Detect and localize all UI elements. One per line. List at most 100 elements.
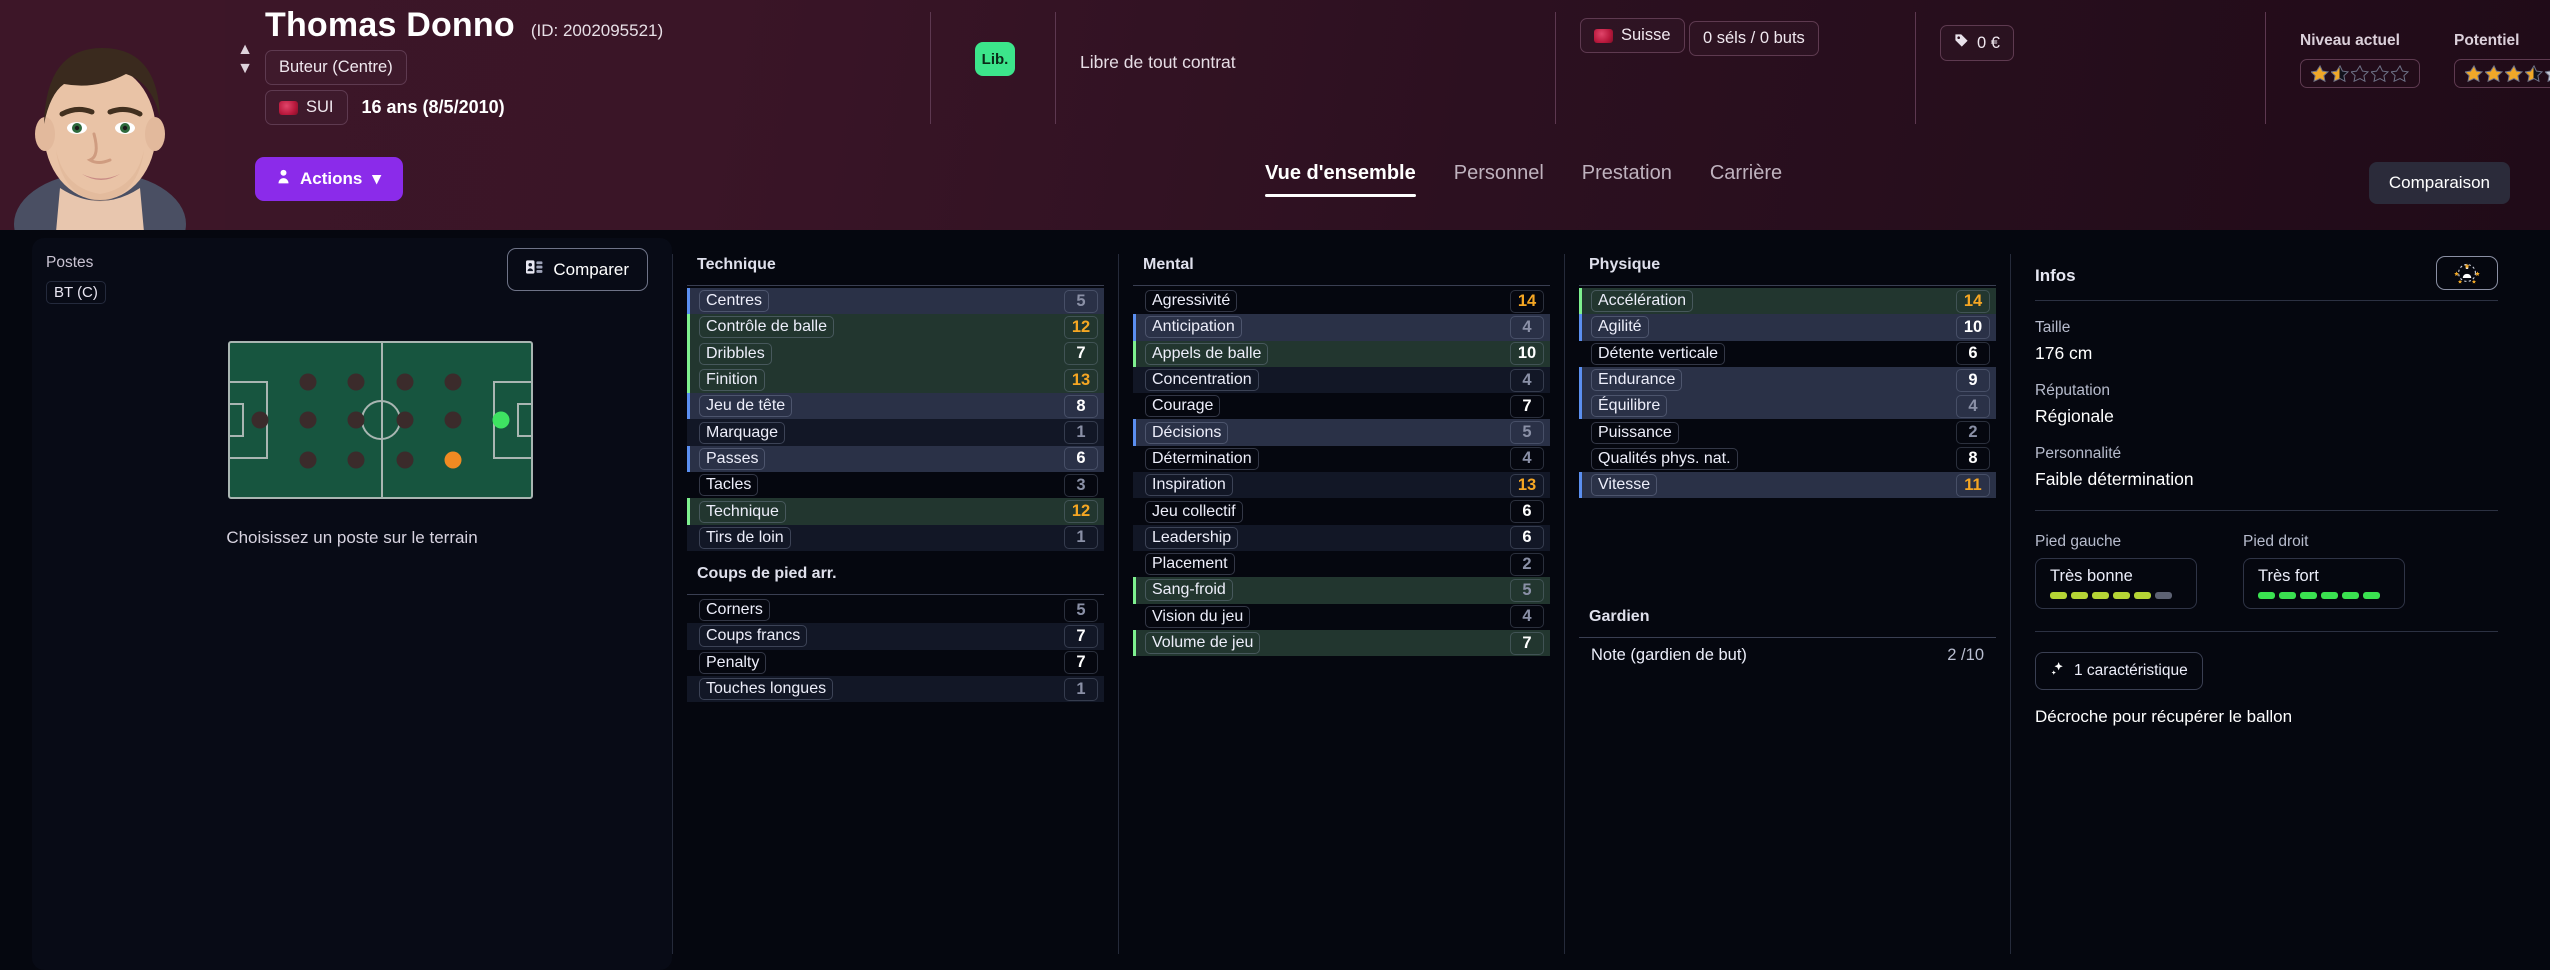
- attribute-row[interactable]: Tacles 3: [687, 472, 1104, 498]
- attribute-row[interactable]: Passes 6: [687, 445, 1104, 473]
- attribute-row[interactable]: Marquage 1: [687, 419, 1104, 446]
- caps-goals-chip[interactable]: 0 séls / 0 buts: [1688, 20, 1819, 56]
- tab-1[interactable]: Personnel: [1453, 162, 1544, 184]
- attribute-label: Technique: [699, 500, 786, 523]
- attribute-row[interactable]: Équilibre 4: [1579, 393, 1996, 420]
- attribute-row[interactable]: Détente verticale 6: [1579, 341, 1996, 367]
- player-spinner[interactable]: ▲ ▼: [230, 40, 260, 78]
- pitch-position-dot[interactable]: [396, 451, 414, 469]
- attribute-row[interactable]: Centres 5: [687, 288, 1104, 315]
- tab-2[interactable]: Prestation: [1581, 162, 1672, 184]
- center-circle: [360, 400, 401, 440]
- pitch-position-dot[interactable]: [299, 373, 317, 390]
- attribute-row[interactable]: Touches longues 1: [687, 675, 1104, 703]
- attribute-row[interactable]: Concentration 4: [1133, 366, 1550, 394]
- attribute-row[interactable]: Leadership 6: [1133, 524, 1550, 551]
- pitch-position-dot[interactable]: [444, 373, 462, 390]
- attribute-value: 9: [1956, 368, 1990, 392]
- attribute-row[interactable]: Volume de jeu 7: [1133, 629, 1550, 657]
- comparaison-button[interactable]: Comparaison: [2368, 162, 2510, 204]
- attribute-row[interactable]: Finition 13: [687, 366, 1104, 394]
- attribute-label: Inspiration: [1145, 474, 1233, 497]
- tab-0[interactable]: Vue d'ensemble: [1265, 162, 1416, 197]
- pitch-position-dot[interactable]: [492, 411, 510, 429]
- pitch-position-dot[interactable]: [444, 411, 462, 429]
- trait-description: Décroche pour récupérer le ballon: [2035, 707, 2293, 726]
- compare-cards-icon: [526, 259, 543, 280]
- comparer-button[interactable]: Comparer: [507, 248, 648, 291]
- attribute-label: Jeu de tête: [699, 395, 793, 418]
- attribute-label: Placement: [1145, 553, 1235, 576]
- feet-block: Pied gauche Très bonne Pied droit Très f…: [2035, 533, 2498, 609]
- attribute-value: 3: [1064, 473, 1098, 497]
- pitch-position-dot[interactable]: [299, 411, 317, 429]
- attribute-row[interactable]: Anticipation 4: [1133, 314, 1550, 341]
- attribute-row[interactable]: Penalty 7: [687, 650, 1104, 676]
- pitch-diagram[interactable]: [228, 341, 533, 499]
- column-divider: [2010, 254, 2011, 954]
- personality-label: Personnalité: [2035, 445, 2122, 462]
- prev-player-icon[interactable]: ▲: [237, 41, 253, 58]
- attribute-row[interactable]: Placement 2: [1133, 551, 1550, 577]
- market-value-chip[interactable]: 0 €: [1940, 25, 2014, 61]
- attribute-label: Penalty: [699, 651, 767, 674]
- attribute-label: Tacles: [699, 474, 759, 497]
- attribute-row[interactable]: Sang-froid 5: [1133, 577, 1550, 604]
- attribute-row[interactable]: Jeu de tête 8: [687, 393, 1104, 420]
- pitch-position-dot[interactable]: [444, 451, 462, 469]
- attribute-row[interactable]: Tirs de loin 1: [687, 524, 1104, 551]
- attribute-row[interactable]: Endurance 9: [1579, 366, 1996, 394]
- attribute-row[interactable]: Accélération 14: [1579, 288, 1996, 315]
- attribute-row[interactable]: Contrôle de balle 12: [687, 314, 1104, 341]
- goal-box-left: [230, 403, 244, 437]
- pitch-position-dot[interactable]: [251, 411, 269, 429]
- traits-button[interactable]: 1 caractéristique: [2035, 652, 2203, 690]
- nationality-chip[interactable]: Suisse: [1580, 18, 1685, 53]
- foot-bar: [2050, 592, 2067, 599]
- tab-3[interactable]: Carrière: [1709, 162, 1783, 184]
- next-player-icon[interactable]: ▼: [237, 60, 253, 77]
- attribute-row[interactable]: Détermination 4: [1133, 446, 1550, 472]
- current-ability-stars: [2300, 59, 2420, 88]
- attribute-row[interactable]: Coups francs 7: [687, 623, 1104, 650]
- position-chip[interactable]: Buteur (Centre): [265, 50, 407, 85]
- attribute-row[interactable]: Agilité 10: [1579, 314, 1996, 341]
- right-foot-value: Très fort: [2258, 567, 2319, 585]
- player-age: 16 ans (8/5/2010): [361, 97, 505, 117]
- radar-chart-button[interactable]: [2436, 256, 2498, 290]
- attribute-row[interactable]: Appels de balle 10: [1133, 340, 1550, 368]
- pitch-position-dot[interactable]: [396, 411, 414, 429]
- attribute-value: 14: [1510, 289, 1544, 313]
- pitch-position-dot[interactable]: [347, 411, 365, 429]
- nation-chip[interactable]: SUI: [265, 90, 348, 125]
- attribute-row[interactable]: Inspiration 13: [1133, 472, 1550, 499]
- reputation-value: Régionale: [2035, 406, 2114, 426]
- pitch-position-dot[interactable]: [347, 373, 365, 390]
- pitch-position-dot[interactable]: [347, 451, 365, 469]
- attribute-row[interactable]: Courage 7: [1133, 393, 1550, 419]
- attribute-row[interactable]: Décisions 5: [1133, 419, 1550, 447]
- attribute-row[interactable]: Vision du jeu 4: [1133, 604, 1550, 630]
- attribute-row[interactable]: Agressivité 14: [1133, 288, 1550, 314]
- actions-label: Actions: [300, 169, 363, 188]
- attribute-row[interactable]: Jeu collectif 6: [1133, 498, 1550, 524]
- divider: [2035, 510, 2498, 511]
- attribute-value: 6: [1510, 526, 1544, 550]
- pitch-position-dot[interactable]: [299, 451, 317, 469]
- attribute-row[interactable]: Puissance 2: [1579, 419, 1996, 445]
- attribute-row[interactable]: Qualités phys. nat. 8: [1579, 446, 1996, 472]
- attribute-row[interactable]: Vitesse 11: [1579, 472, 1996, 499]
- attribute-value: 1: [1064, 677, 1098, 701]
- right-foot-box: Très fort: [2243, 558, 2405, 609]
- actions-button[interactable]: Actions ▾: [255, 157, 403, 201]
- attribute-value: 6: [1956, 342, 1990, 366]
- attribute-value: 5: [1510, 578, 1544, 602]
- set-pieces-rows: Corners 5 Coups francs 7 Penalty 7 Touches lon…: [687, 597, 1104, 703]
- attribute-row[interactable]: Corners 5: [687, 597, 1104, 623]
- attribute-label: Accélération: [1591, 290, 1694, 313]
- attribute-value: 8: [1064, 394, 1098, 418]
- attribute-row[interactable]: Technique 12: [687, 498, 1104, 525]
- attribute-row[interactable]: Dribbles 7: [687, 340, 1104, 368]
- attribute-value: 7: [1064, 651, 1098, 675]
- pitch-position-dot[interactable]: [396, 373, 414, 390]
